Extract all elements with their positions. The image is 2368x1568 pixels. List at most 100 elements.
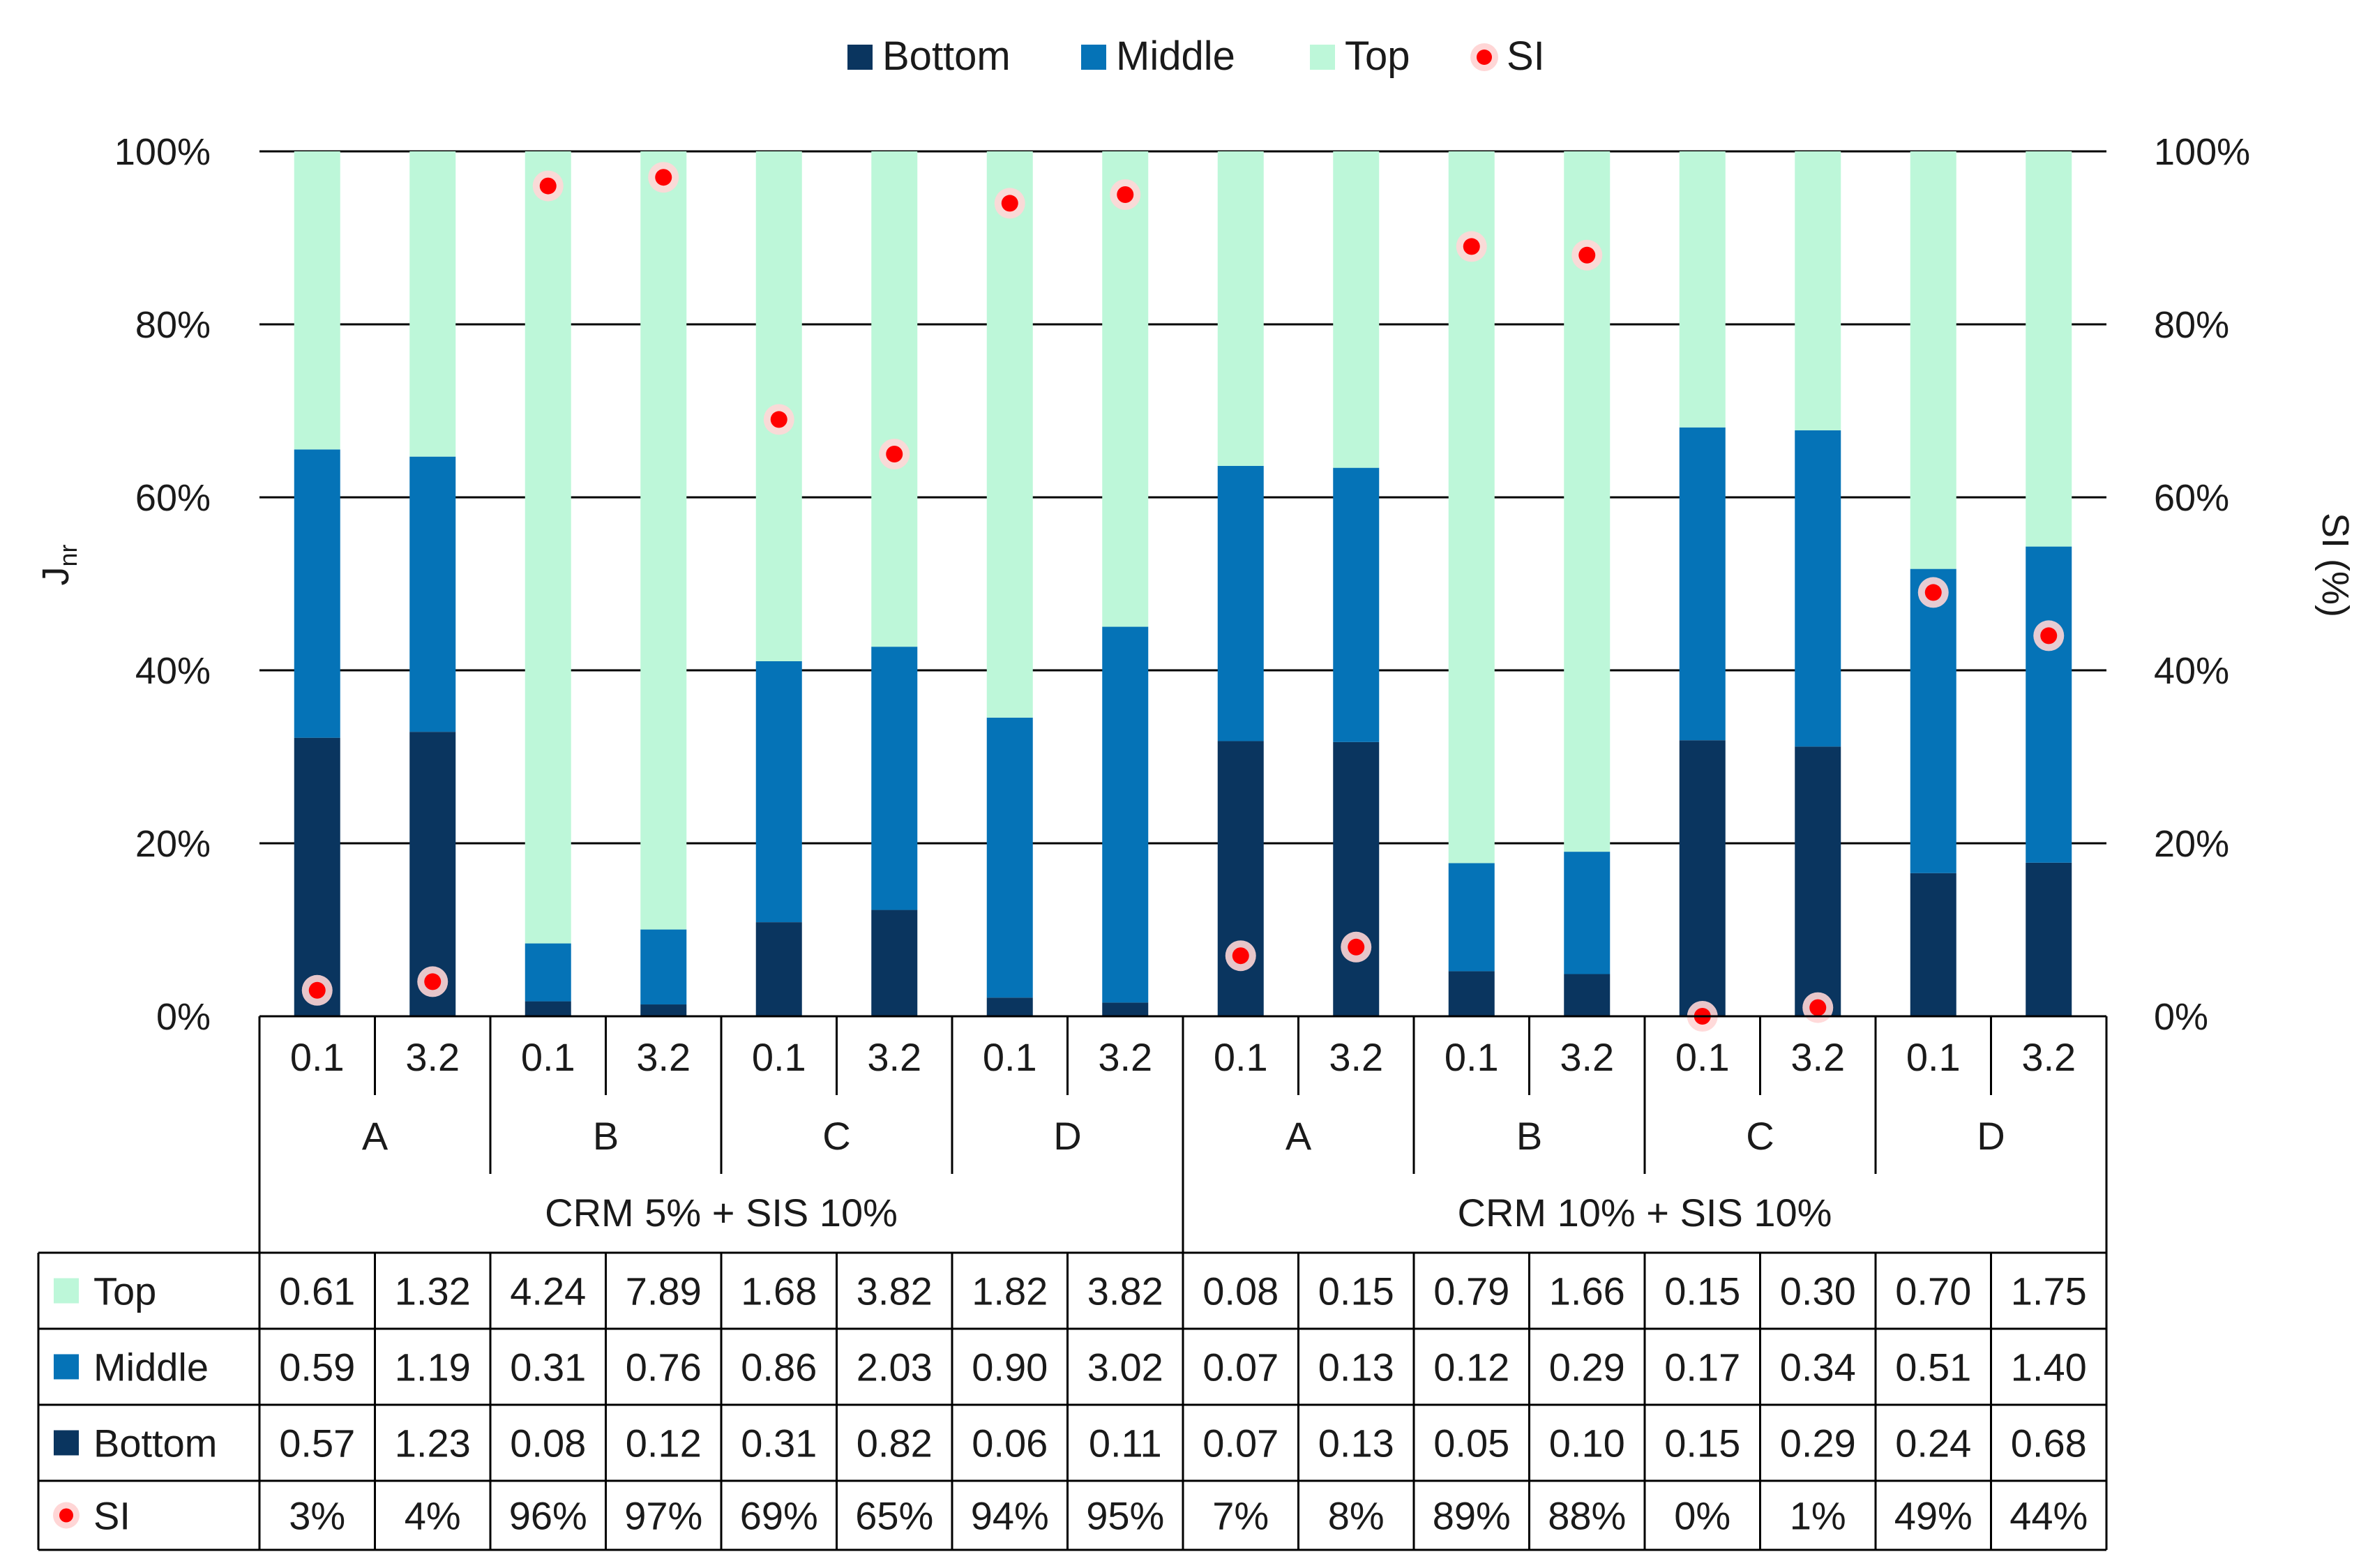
table-cell: 1% xyxy=(1790,1494,1846,1538)
table-cell: 1.75 xyxy=(2011,1269,2087,1313)
bar-middle xyxy=(1333,467,1380,742)
si-point xyxy=(1341,931,1372,963)
x-tick-label: 3.2 xyxy=(1790,1035,1845,1079)
bar-middle xyxy=(1102,626,1149,1003)
row-header: Middle xyxy=(93,1345,209,1389)
table-cell: 2.03 xyxy=(857,1345,933,1389)
legend-label: SI xyxy=(1507,33,1545,79)
group-label: CRM 10% + SIS 10% xyxy=(1458,1191,1832,1235)
bar-bottom xyxy=(1795,746,1841,1016)
x-tick-label: 3.2 xyxy=(405,1035,460,1079)
y2-tick-label: 100% xyxy=(2154,131,2250,173)
bar-top xyxy=(640,151,687,930)
bar-bottom xyxy=(986,997,1033,1016)
table-cell: 0.86 xyxy=(741,1345,817,1389)
table-cell: 1.32 xyxy=(395,1269,471,1313)
table-cell: 0.11 xyxy=(1089,1422,1162,1465)
bar-bottom xyxy=(294,737,340,1016)
table-cell: 0.34 xyxy=(1780,1345,1856,1389)
si-point xyxy=(1225,940,1256,972)
bar-bottom xyxy=(640,1004,687,1016)
table-cell: 0.59 xyxy=(279,1345,355,1389)
x-tick-label: 0.1 xyxy=(983,1035,1037,1079)
y-axis-label: Jnr xyxy=(35,544,82,585)
x-tick-label: 3.2 xyxy=(2021,1035,2076,1079)
table-cell: 0.08 xyxy=(510,1422,586,1465)
y-tick-label: 0% xyxy=(156,996,211,1038)
table-cell: 44% xyxy=(2009,1494,2088,1538)
bar-top xyxy=(1102,151,1149,627)
table-cell: 0.31 xyxy=(510,1345,586,1389)
si-point xyxy=(1802,992,1834,1023)
si-point xyxy=(763,404,794,435)
bar-middle xyxy=(755,661,802,923)
y-tick-label: 20% xyxy=(135,823,211,865)
legend-item-si: SI xyxy=(1470,33,1545,79)
bar-bottom xyxy=(1102,1002,1149,1016)
bar-bottom xyxy=(1910,873,1956,1016)
bar-middle xyxy=(640,929,687,1005)
bar-middle xyxy=(1448,863,1495,972)
legend-key xyxy=(59,1508,73,1523)
table-cell: 1.40 xyxy=(2011,1345,2087,1389)
legend-key xyxy=(54,1430,79,1456)
x-tick-label: 0.1 xyxy=(1906,1035,1961,1079)
y-tick-label: 80% xyxy=(135,304,211,346)
table-cell: 0.70 xyxy=(1895,1269,1971,1313)
table-cell: 0.24 xyxy=(1895,1422,1971,1465)
table-row-si: SI 3% 4% 96% 97% 69% 65% 94% 95% 7% 8% 89% 88% 0% 1% 49… xyxy=(53,1494,2088,1538)
table-cell: 0.12 xyxy=(1433,1345,1509,1389)
x-tick-label: 3.2 xyxy=(636,1035,691,1079)
legend-item-middle: Middle xyxy=(1081,33,1235,79)
bar-top xyxy=(1448,151,1495,864)
table-cell: 94% xyxy=(971,1494,1049,1538)
table-cell: 0.79 xyxy=(1433,1269,1509,1313)
table-cell: 0.29 xyxy=(1549,1345,1625,1389)
table-cell: 7.89 xyxy=(626,1269,702,1313)
bar-top xyxy=(1679,151,1726,428)
si-point xyxy=(1110,179,1141,210)
bar-top xyxy=(294,151,340,450)
bar-top xyxy=(871,151,918,647)
si-point xyxy=(879,439,910,469)
bar-top xyxy=(1217,151,1264,466)
si-point xyxy=(532,170,564,202)
legend-key xyxy=(54,1278,79,1304)
table-cell: 0.68 xyxy=(2011,1422,2087,1465)
table-cell: 0.57 xyxy=(279,1422,355,1465)
bar-middle xyxy=(409,456,456,732)
table-cell: 0.82 xyxy=(857,1422,933,1465)
x-tick-label: 0.1 xyxy=(1214,1035,1268,1079)
si-point xyxy=(994,188,1025,219)
table-cell: 3.82 xyxy=(1087,1269,1163,1313)
table-cell: 0.17 xyxy=(1664,1345,1740,1389)
bar-bottom xyxy=(1564,974,1611,1016)
row-header: SI xyxy=(93,1494,130,1538)
table-cell: 1.23 xyxy=(395,1422,471,1465)
table-cell: 0.07 xyxy=(1202,1345,1279,1389)
bar-bottom xyxy=(1448,971,1495,1016)
subgroup-label: D xyxy=(1977,1114,2005,1158)
table-cell: 3% xyxy=(289,1494,345,1538)
y2-tick-label: 60% xyxy=(2154,477,2229,519)
bar-middle xyxy=(294,449,340,738)
table-cell: 4% xyxy=(405,1494,461,1538)
table-cell: 0.15 xyxy=(1318,1269,1394,1313)
bar-bottom xyxy=(871,910,918,1016)
bar-series xyxy=(294,151,2072,1016)
secondary-y-axis-label: SI (%) xyxy=(2314,513,2356,617)
legend-item-top: Top xyxy=(1310,33,1410,79)
table-cell: 65% xyxy=(855,1494,933,1538)
x-tick-label: 0.1 xyxy=(1675,1035,1730,1079)
bar-middle xyxy=(1910,568,1956,873)
table-cell: 69% xyxy=(740,1494,818,1538)
table-cell: 3.02 xyxy=(1087,1345,1163,1389)
legend-key xyxy=(54,1354,79,1380)
table-cell: 95% xyxy=(1086,1494,1164,1538)
table-cell: 1.82 xyxy=(972,1269,1048,1313)
subgroup-label: B xyxy=(1516,1114,1542,1158)
group-label: CRM 5% + SIS 10% xyxy=(545,1191,898,1235)
bar-middle xyxy=(1217,465,1264,741)
x-tick-label: 0.1 xyxy=(752,1035,806,1079)
bar-top xyxy=(2026,151,2072,547)
